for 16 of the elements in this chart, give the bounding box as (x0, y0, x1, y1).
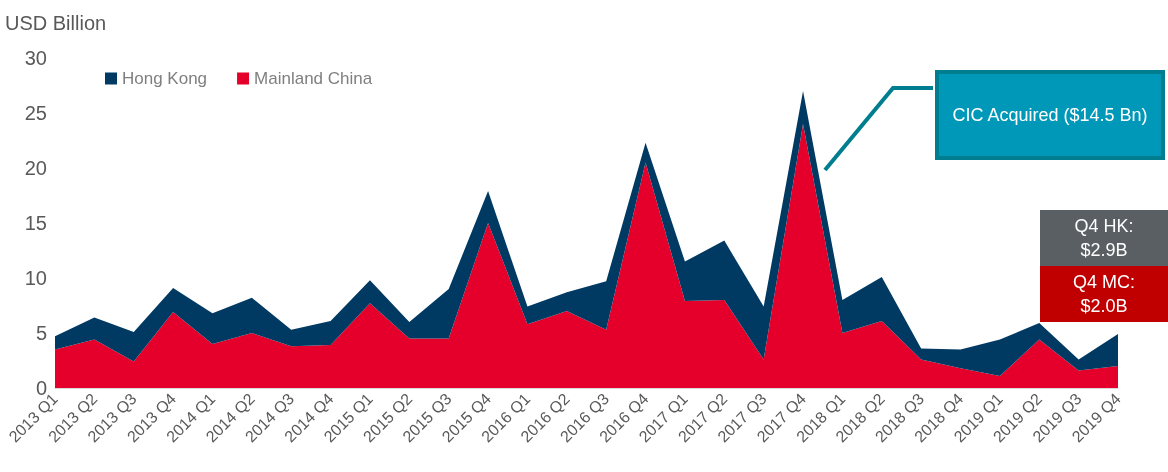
y-tick-label: 15 (24, 212, 47, 234)
annotation: Q4 HK: $2.9B (1073, 215, 1135, 262)
callout-box: Q4 HK: $2.9B (1040, 210, 1168, 266)
y-tick-label: 5 (35, 322, 47, 344)
y-tick-label: 0 (35, 377, 47, 399)
y-tick-label: 10 (24, 267, 47, 289)
y-tick-label: 30 (24, 47, 47, 69)
annotation: Q4 MC: $2.0B (1072, 271, 1136, 318)
legend-label: Mainland China (254, 69, 373, 88)
y-axis-title: USD Billion (5, 12, 107, 34)
callout-box: CIC Acquired ($14.5 Bn) (935, 70, 1165, 160)
callout-box: Q4 MC: $2.0B (1040, 266, 1168, 322)
y-tick-label: 20 (24, 157, 47, 179)
legend-label: Hong Kong (122, 69, 208, 88)
annotation: CIC Acquired ($14.5 Bn) (952, 104, 1148, 127)
y-tick-label: 25 (24, 102, 47, 124)
